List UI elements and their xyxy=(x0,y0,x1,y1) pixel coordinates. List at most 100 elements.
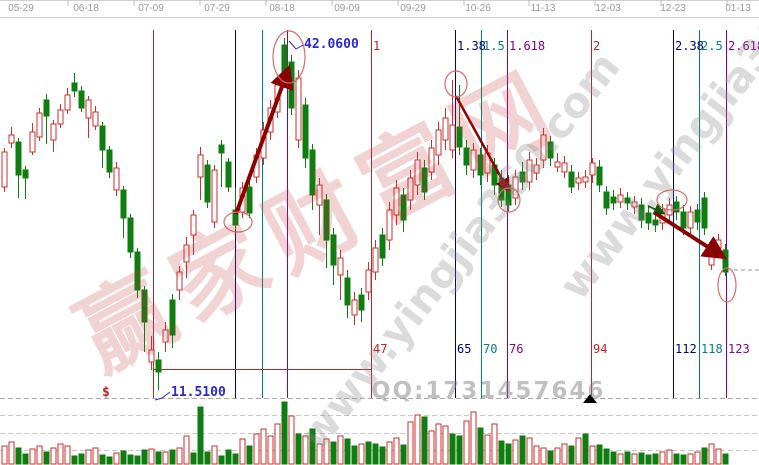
candlestick xyxy=(708,254,715,266)
volume-bar xyxy=(190,452,197,465)
candlestick xyxy=(519,171,526,183)
candlestick xyxy=(589,162,596,176)
candlestick xyxy=(106,149,113,173)
volume-bar xyxy=(470,411,477,465)
candlestick xyxy=(673,201,680,213)
annotation-pointer xyxy=(288,40,304,50)
volume-bar xyxy=(624,451,631,465)
candlestick xyxy=(554,161,561,168)
fib-ratio-label: 1.5 xyxy=(483,39,505,53)
volume-bar xyxy=(302,435,309,465)
volume-bar xyxy=(162,451,169,465)
volume-bar xyxy=(148,448,155,465)
date-label: 10-26 xyxy=(465,3,491,14)
volume-bar xyxy=(589,445,596,465)
candlestick xyxy=(1,151,8,188)
volume-bar xyxy=(204,451,211,465)
volume-bar xyxy=(141,449,148,465)
date-label: 06-18 xyxy=(73,3,99,14)
candlestick xyxy=(372,247,379,273)
candlestick xyxy=(127,217,134,253)
date-label: 12-23 xyxy=(660,3,686,14)
volume-bar xyxy=(85,449,92,465)
volume-bar xyxy=(337,435,344,465)
candlestick xyxy=(50,123,57,141)
candlestick xyxy=(463,147,470,166)
candlestick xyxy=(316,184,323,206)
volume-bar xyxy=(512,439,519,465)
candlestick xyxy=(99,125,106,151)
fib-bar-count-label: 65 xyxy=(457,342,472,356)
volume-bar xyxy=(505,443,512,465)
volume-bar xyxy=(603,448,610,465)
volume-bar xyxy=(610,451,617,465)
candlestick xyxy=(421,167,428,193)
volume-bar xyxy=(463,420,470,465)
volume-bar xyxy=(176,447,183,465)
volume-bar xyxy=(344,438,351,465)
highlight-ellipse xyxy=(223,211,253,233)
candlestick xyxy=(687,211,694,229)
volume-bar xyxy=(687,453,694,465)
date-label: 05-29 xyxy=(8,3,34,14)
volume-bar xyxy=(694,451,701,465)
volume-bar xyxy=(15,447,22,465)
fib-bar-count-label: 112 xyxy=(675,342,697,356)
volume-bar xyxy=(414,414,421,465)
volume-bar xyxy=(288,415,295,465)
candlestick xyxy=(365,269,372,293)
volume-bar xyxy=(526,437,533,465)
annotation-pointer xyxy=(154,391,171,401)
volume-bar xyxy=(673,453,680,465)
candlestick xyxy=(414,159,421,186)
volume-bar xyxy=(106,456,113,465)
volume-bar xyxy=(533,445,540,465)
volume-bar xyxy=(547,450,554,465)
fib-ratio-label: 1.618 xyxy=(509,39,546,53)
swing-low-annotation: 11.5100 xyxy=(171,385,226,400)
volume-bar xyxy=(43,451,50,465)
volume-bar xyxy=(71,455,78,465)
volume-bar xyxy=(477,427,484,465)
candlestick xyxy=(547,141,554,159)
candlestick xyxy=(435,129,442,156)
candlestick xyxy=(36,112,43,138)
volume-bar xyxy=(232,453,239,465)
candlestick xyxy=(176,271,183,291)
date-label: 07-09 xyxy=(138,3,164,14)
date-label: 11-13 xyxy=(530,3,556,14)
volume-bar xyxy=(211,445,218,465)
fib-ratio-label: 2.38 xyxy=(675,39,704,53)
candlestick xyxy=(456,126,463,148)
trend-arrow xyxy=(234,64,294,215)
candlestick xyxy=(323,199,330,241)
volume-bar xyxy=(78,453,85,465)
volume-bar xyxy=(155,451,162,465)
dollar-sign-label: $ xyxy=(102,385,110,400)
candlestick xyxy=(680,211,687,229)
candlestick xyxy=(302,104,309,159)
volume-bar xyxy=(330,441,337,465)
candlestick xyxy=(211,169,218,223)
volume-bar xyxy=(393,437,400,465)
volume-bar xyxy=(127,454,134,465)
candlestick xyxy=(533,164,540,174)
volume-bar xyxy=(134,455,141,465)
volume-bar xyxy=(274,423,281,465)
volume-bar xyxy=(400,444,407,465)
candlestick xyxy=(715,239,722,249)
candlestick xyxy=(141,289,148,323)
candlestick xyxy=(204,164,211,203)
volume-bar xyxy=(638,452,645,465)
candlestick xyxy=(575,177,582,184)
candlestick xyxy=(442,117,449,141)
candlestick xyxy=(85,99,92,119)
volume-bar xyxy=(281,401,288,465)
date-label: 08-18 xyxy=(269,3,295,14)
volume-bar xyxy=(659,451,666,465)
volume-bar xyxy=(29,448,36,465)
candlestick xyxy=(596,166,603,186)
date-label: 09-29 xyxy=(400,3,426,14)
